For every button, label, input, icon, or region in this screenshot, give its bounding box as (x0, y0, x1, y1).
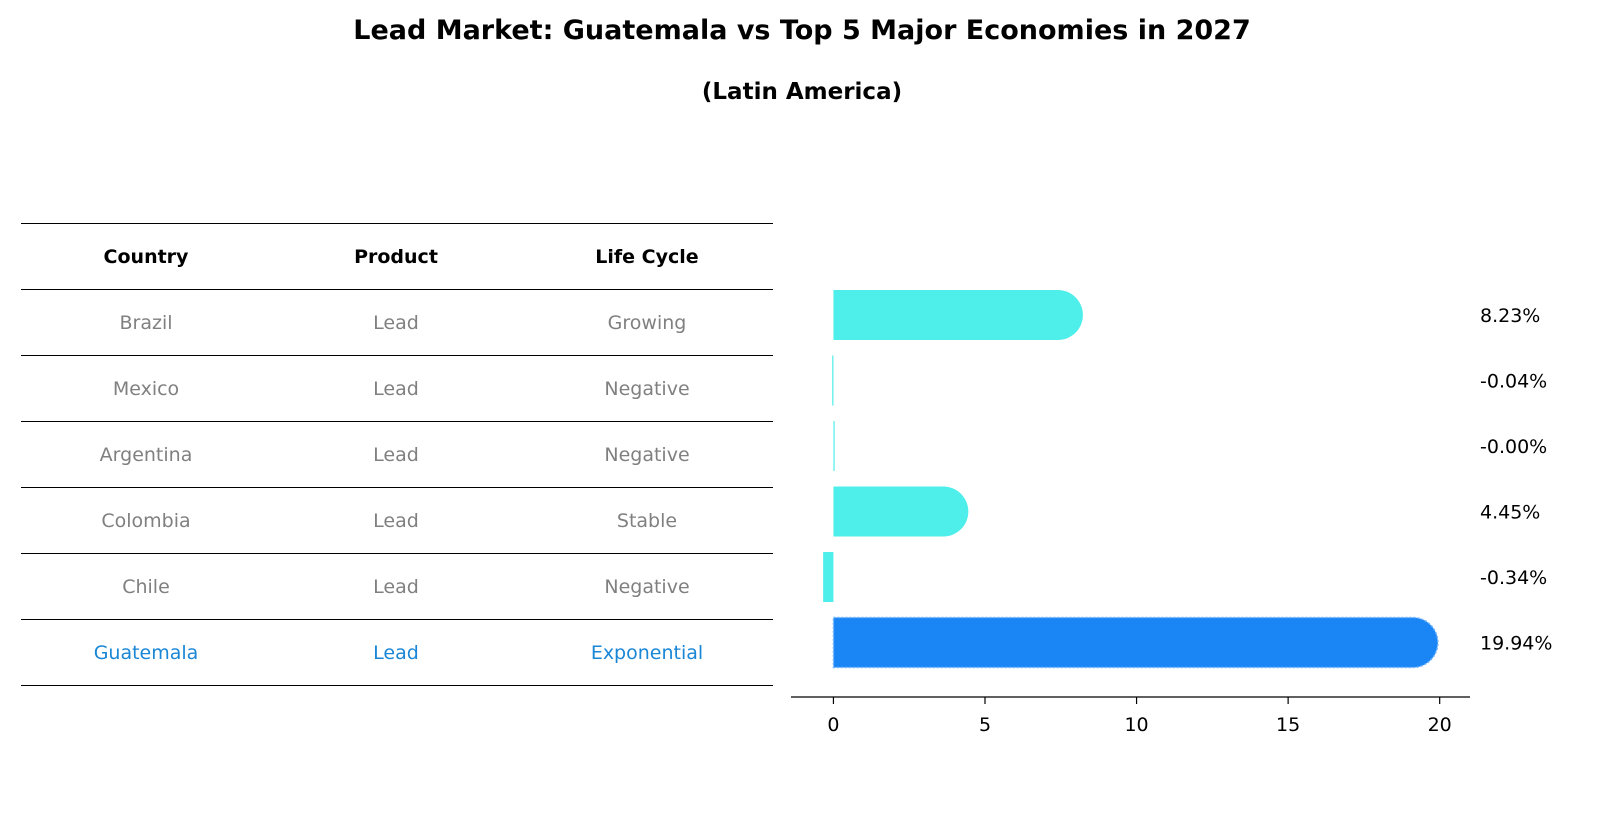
x-tick-label: 15 (1276, 714, 1300, 736)
table-row: Chile Lead Negative (21, 553, 773, 619)
bar-mexico (832, 355, 834, 406)
header-life-cycle: Life Cycle (595, 246, 699, 268)
header-product: Product (354, 246, 438, 268)
table-header-row: Country Product Life Cycle (21, 223, 773, 289)
cell-country: Chile (122, 576, 170, 598)
cell-product: Lead (373, 642, 419, 664)
data-label: -0.00% (1480, 436, 1547, 458)
cell-life-cycle: Growing (607, 312, 687, 334)
table-row: Mexico Lead Negative (21, 355, 773, 421)
cell-country: Mexico (112, 378, 180, 400)
data-label: -0.04% (1480, 371, 1547, 393)
bar-guatemala (832, 616, 1439, 669)
cell-life-cycle: Negative (604, 576, 690, 598)
cell-product: Lead (373, 378, 419, 400)
data-label: 8.23% (1480, 305, 1540, 327)
data-table: Country Product Life Cycle Brazil Lead G… (21, 223, 773, 686)
bar-argentina (833, 421, 835, 471)
chart-title: Lead Market: Guatemala vs Top 5 Major Ec… (353, 15, 1251, 46)
x-tick-label: 20 (1428, 714, 1452, 736)
cell-life-cycle: Exponential (590, 642, 704, 664)
x-tick-label: 0 (827, 714, 839, 736)
cell-product: Lead (373, 312, 419, 334)
table-row: Argentina Lead Negative (21, 421, 773, 487)
table-row: Brazil Lead Growing (21, 289, 773, 355)
cell-country: Brazil (119, 312, 173, 334)
header-country: Country (103, 246, 189, 268)
x-tick-label: 10 (1124, 714, 1148, 736)
cell-life-cycle: Stable (616, 510, 678, 532)
cell-product: Lead (373, 510, 419, 532)
cell-product: Lead (373, 576, 419, 598)
bar-chile (823, 552, 834, 602)
bar-brazil (833, 290, 1083, 340)
cell-country: Colombia (101, 510, 191, 532)
table-row: Colombia Lead Stable (21, 487, 773, 553)
data-label: 19.94% (1480, 633, 1552, 655)
chart-subtitle: (Latin America) (701, 79, 903, 105)
cell-country: Argentina (99, 444, 193, 466)
data-label: 4.45% (1480, 502, 1540, 524)
cell-life-cycle: Negative (604, 378, 690, 400)
table-row-highlight: Guatemala Lead Exponential (21, 619, 773, 686)
bar-colombia (833, 486, 969, 537)
x-tick-label: 5 (979, 714, 991, 736)
cell-life-cycle: Negative (604, 444, 690, 466)
cell-country: Guatemala (93, 642, 199, 664)
data-label: -0.34% (1480, 567, 1547, 589)
cell-product: Lead (373, 444, 419, 466)
